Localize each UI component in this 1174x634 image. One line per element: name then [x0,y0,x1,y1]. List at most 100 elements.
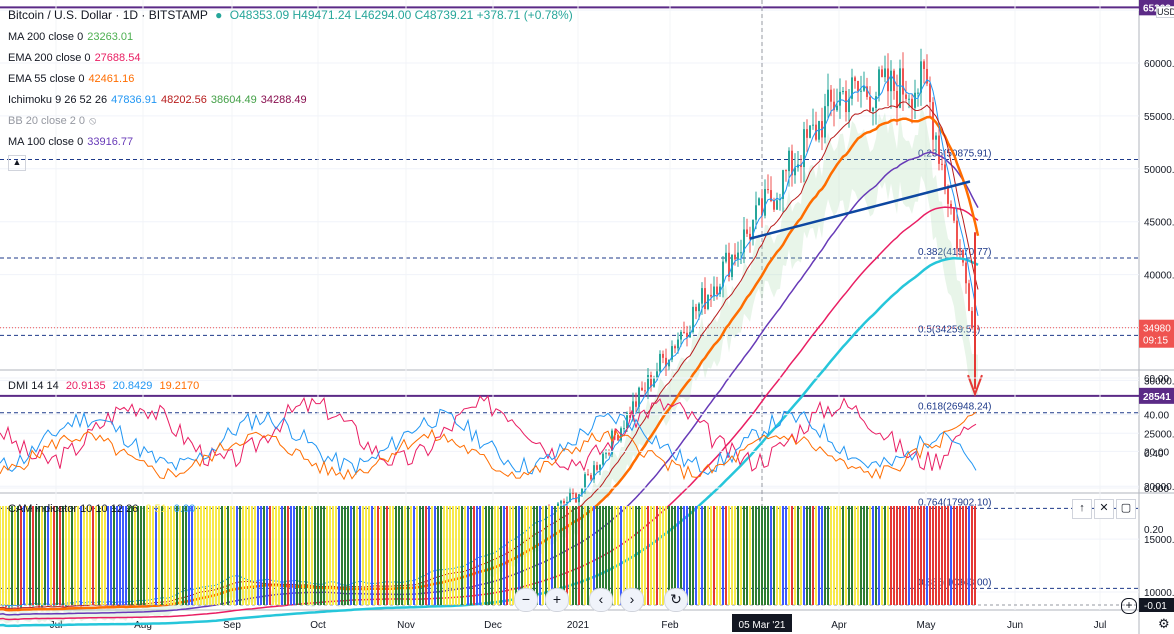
currency-button[interactable]: USD [1156,6,1174,18]
candle-body [650,375,652,387]
candle-body [761,198,763,216]
candle-body [683,331,685,333]
candle-body [782,170,784,199]
candle-body [671,346,673,360]
candle-body [863,86,865,91]
candle-body [908,98,910,100]
candle-body [929,83,931,103]
close-pane-button[interactable]: ✕ [1094,499,1114,519]
candle-body [719,286,721,295]
candle-body [812,124,814,126]
candle-body [953,207,955,221]
candle-body [749,233,751,240]
candle-body [623,428,625,430]
candle-body [626,412,628,429]
overlay-value: 27688.54 [94,52,141,64]
overlay-name: BB 20 close 2 0 [8,115,86,127]
time-tick-label: Jul [1094,620,1107,631]
candle-body [806,129,808,138]
dmi-label[interactable]: DMI 14 14 [8,380,59,392]
candle-body [560,500,562,504]
candle-body [740,252,742,254]
trendline [749,180,971,240]
candle-body [914,92,916,108]
candle-body [878,69,880,97]
move-pane-up-button[interactable]: ↑ [1072,499,1092,519]
candle-body [944,164,946,187]
candle-body [857,81,859,92]
overlay-row[interactable]: MA 100 close 0 33916.77 [8,135,137,149]
hidden-eye-icon[interactable]: ⦸ [89,115,97,127]
candle-body [773,201,775,210]
candle-body [833,101,835,111]
reset-chart-button[interactable]: ↻ [664,588,688,612]
gear-icon[interactable]: ⚙ [1158,616,1170,631]
price-tick-label: 45000.00 [1144,218,1174,229]
current-price-label-bg [1139,319,1174,348]
candle-body [677,339,679,349]
dmi-plus-line [0,395,977,472]
price-tick-label: 10000.00 [1144,588,1174,599]
scroll-right-button[interactable]: › [620,588,644,612]
collapse-legend-button[interactable]: ▲ [8,155,26,171]
price-tick-label: 55000.00 [1144,112,1174,123]
countdown-label: 09:15 [1143,336,1168,347]
candle-body [698,303,700,312]
candle-body [770,190,772,202]
cam-value-1: 0.51 [145,503,167,515]
candle-body [947,186,949,204]
candle-body [641,387,643,391]
candle-body [956,220,958,249]
cam-label[interactable]: CAM indicator 10 10 12 26 [8,503,139,515]
symbol-header: Bitcoin / U.S. Dollar · 1D · BITSTAMP ● … [8,8,577,22]
overlay-name: EMA 55 close 0 [8,73,85,85]
zoom-out-button[interactable]: − [514,588,538,612]
price-tick-label: 40000.00 [1144,271,1174,282]
candle-body [869,96,871,112]
candle-body [941,163,943,165]
overlay-row[interactable]: MA 200 close 0 23263.01 [8,30,137,44]
candle-body [866,86,868,97]
symbol-title[interactable]: Bitcoin / U.S. Dollar · 1D · BITSTAMP [8,8,208,22]
scroll-left-button[interactable]: ‹ [589,588,613,612]
candle-body [827,89,829,107]
maximize-pane-button[interactable]: ▢ [1116,499,1136,519]
price-tick-label: 15000.00 [1144,535,1174,546]
add-icon[interactable]: + [1121,598,1137,614]
candle-body [848,98,850,113]
candle-body [725,252,727,262]
overlay-row[interactable]: Ichimoku 9 26 52 26 47836.91 48202.56 38604… [8,93,311,107]
candle-body [830,89,832,102]
market-status-icon: ● [215,8,223,22]
overlay-name: MA 100 close 0 [8,136,84,148]
cam-last-label-bg [1139,598,1174,612]
time-tick-label: Feb [661,620,679,631]
candle-body [653,377,655,387]
dmi-tick-label: 0.000 [1144,484,1169,495]
candle-body [587,474,589,476]
time-tick-label: May [917,620,936,631]
zoom-in-button[interactable]: + [545,588,569,612]
candle-body [911,98,913,108]
candle-body [890,70,892,92]
candle-body [722,261,724,287]
candle-body [851,77,853,99]
candle-body [680,331,682,340]
candle-body [695,306,697,312]
candle-body [647,375,649,391]
overlay-value: 47836.91 [111,94,157,106]
cam-last-label: -0.01 [1144,601,1167,612]
overlay-row[interactable]: BB 20 close 2 0 ⦸ [8,114,100,128]
candle-body [917,92,919,94]
candle-body [602,453,604,465]
fib-level-label: 0.5(34259.51) [918,324,980,335]
lower-level-label-bg [1139,387,1174,404]
candle-body [8,606,10,608]
overlay-row[interactable]: EMA 55 close 0 42461.16 [8,72,138,86]
candle-body [767,189,769,191]
candle-body [785,170,787,172]
dmi-value-pos: 20.9135 [65,380,106,392]
overlay-row[interactable]: EMA 200 close 0 27688.54 [8,51,144,65]
dmi-value-adx: 19.2170 [159,380,200,392]
